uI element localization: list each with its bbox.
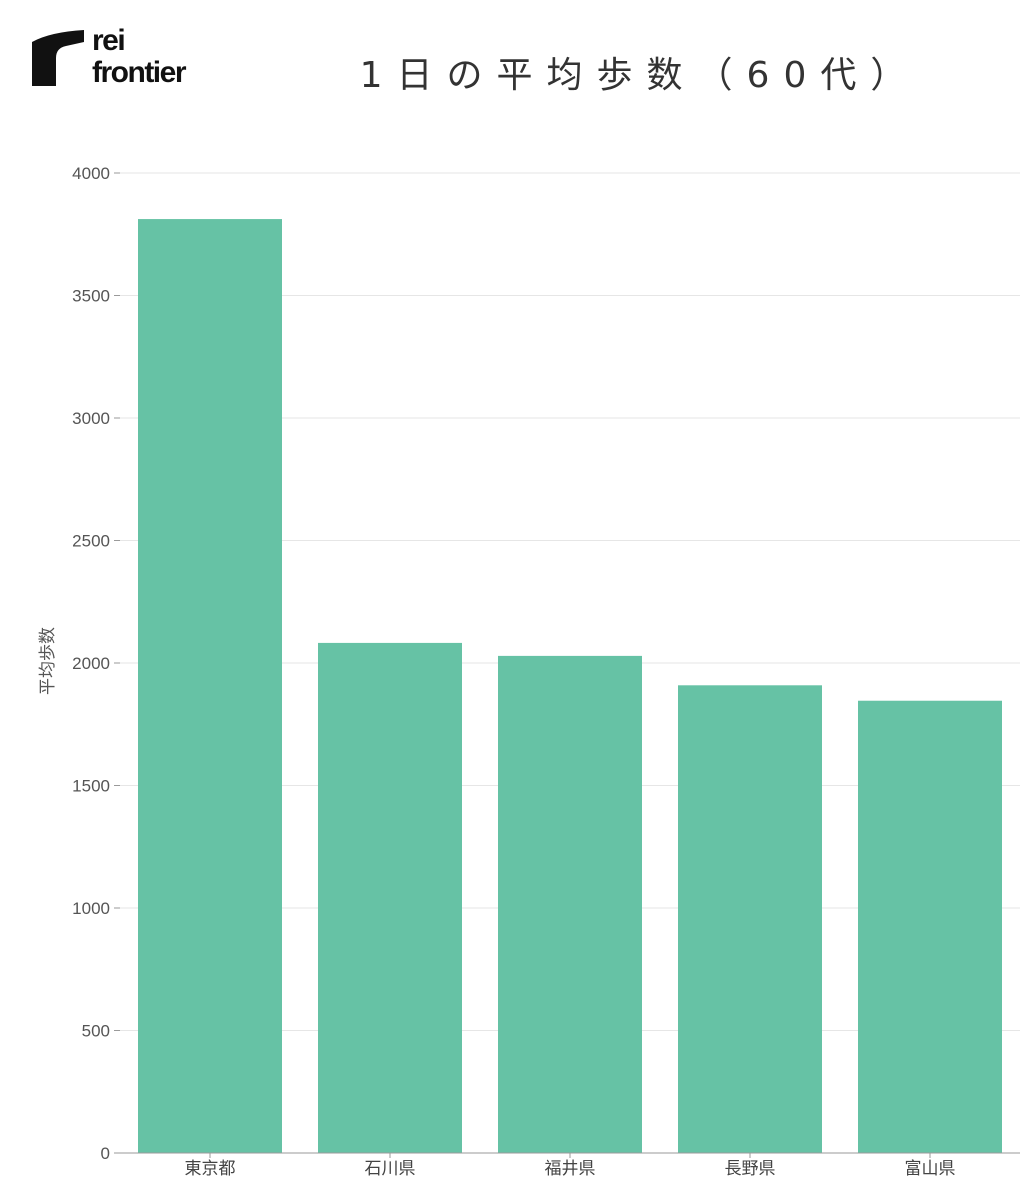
y-tick-label: 0: [101, 1144, 110, 1163]
y-tick-label: 1000: [72, 899, 110, 918]
bar: [318, 642, 462, 1153]
y-tick-label: 2000: [72, 654, 110, 673]
x-tick-label: 富山県: [905, 1159, 956, 1179]
x-tick-label: 長野県: [725, 1159, 776, 1179]
bar: [858, 700, 1002, 1153]
logo-word-frontier: frontier: [92, 56, 187, 89]
bar: [678, 685, 822, 1153]
y-tick-label: 3000: [72, 409, 110, 428]
chart-title: 1日の平均歩数（60代）: [359, 55, 921, 96]
y-tick-label: 500: [82, 1022, 110, 1041]
y-tick-label: 1500: [72, 777, 110, 796]
x-tick-label: 東京都: [185, 1159, 236, 1179]
bar: [498, 655, 642, 1153]
bar: [138, 219, 282, 1153]
x-tick-label: 福井県: [545, 1159, 596, 1179]
y-axis-title: 平均歩数: [38, 627, 58, 695]
y-tick-labels: 0 500 1000 1500 2000 2500 3000 3500 4000: [72, 164, 120, 1163]
brand-logo: rei frontier: [30, 24, 220, 92]
bars: [138, 219, 1002, 1153]
y-tick-label: 3500: [72, 287, 110, 306]
x-tick-label: 石川県: [365, 1159, 416, 1179]
logo-mark-icon: [32, 30, 84, 86]
y-tick-label: 2500: [72, 532, 110, 551]
logo-word-rei: rei: [92, 24, 126, 57]
x-tick-labels: 東京都 石川県 福井県 長野県 富山県: [185, 1153, 956, 1179]
y-tick-label: 4000: [72, 164, 110, 183]
